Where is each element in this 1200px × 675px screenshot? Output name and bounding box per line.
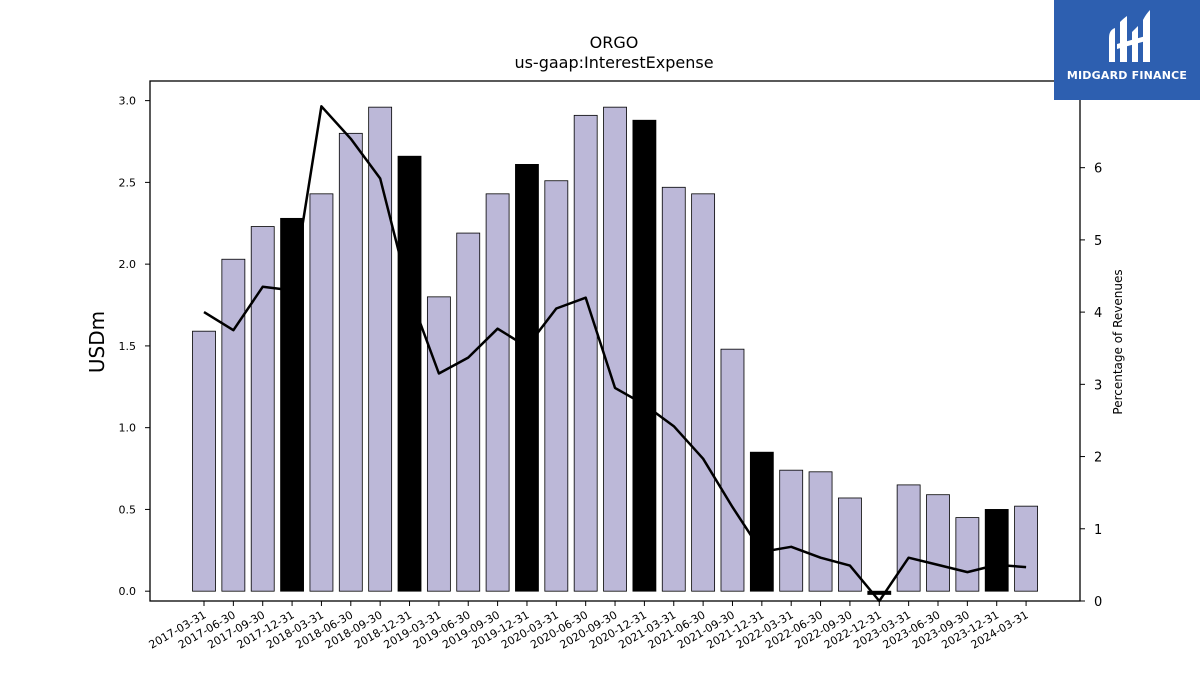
- bar-2021-09-30: [720, 348, 745, 592]
- bar-2018-09-30: [368, 106, 393, 592]
- logo-emblem-icon: [1109, 10, 1150, 62]
- bar-2017-12-31: [280, 217, 304, 592]
- bar-2023-06-30: [926, 494, 950, 592]
- bar-2024-03-31: [1014, 505, 1038, 592]
- left-axis-ticks: 0.0 0.5 1.0 1.5 2.0 2.5 3.0: [119, 95, 150, 598]
- bar-2023-12-31: [984, 509, 1009, 592]
- bar-2019-06-30: [456, 232, 481, 592]
- bar-2017-03-31: [192, 330, 216, 592]
- bar-2022-03-31: [779, 469, 804, 592]
- chart-title: ORGO: [590, 33, 639, 52]
- logo-text: MIDGARD FINANCE: [1066, 69, 1188, 82]
- y-tick-label: 1.5: [119, 340, 137, 353]
- y-tick-label: 1.0: [119, 422, 137, 435]
- y2-tick-label: 2: [1094, 451, 1102, 466]
- y-tick-label: 2.5: [119, 176, 137, 189]
- bar-2020-12-31: [632, 119, 657, 592]
- bar-2019-09-30: [485, 193, 510, 592]
- ratio-line: [203, 105, 1027, 603]
- y-tick-label: 2.0: [119, 258, 137, 271]
- y2-tick-label: 0: [1094, 595, 1102, 610]
- bar-2023-09-30: [955, 517, 980, 592]
- y-axis-label: USDm: [85, 311, 109, 373]
- bar-2020-09-30: [603, 106, 627, 592]
- midgard-finance-logo: MIDGARD FINANCE: [1054, 0, 1200, 100]
- bar-2020-06-30: [573, 114, 598, 592]
- y-tick-label: 0.5: [119, 503, 137, 516]
- y2-tick-label: 3: [1094, 378, 1102, 393]
- bar-2021-03-31: [661, 186, 686, 592]
- bar-2021-12-31: [749, 451, 774, 592]
- bar-2021-06-30: [691, 193, 716, 592]
- y2-tick-label: 4: [1094, 306, 1102, 321]
- bar-2020-03-31: [544, 180, 569, 592]
- bar-2019-03-31: [426, 296, 451, 592]
- bar-2022-06-30: [808, 471, 833, 592]
- y2-tick-label: 5: [1094, 234, 1102, 249]
- y2-axis-label: Percentage of Revenues: [1111, 269, 1125, 414]
- right-axis-ticks: 0 1 2 3 4 5 6: [1080, 162, 1102, 610]
- bars-group: [192, 106, 1038, 595]
- bar-2018-03-31: [309, 193, 334, 592]
- bar-2019-12-31: [515, 163, 539, 592]
- y2-tick-label: 1: [1094, 523, 1102, 538]
- chart-subtitle: us-gaap:InterestExpense: [514, 53, 713, 72]
- bar-2017-09-30: [250, 226, 275, 592]
- bar-2023-03-31: [896, 484, 921, 592]
- y-tick-label: 0.0: [119, 585, 137, 598]
- bar-2018-12-31: [397, 155, 422, 592]
- y-tick-label: 3.0: [119, 95, 137, 108]
- bar-2022-09-30: [838, 497, 862, 592]
- ratio-line-group: [203, 105, 1027, 603]
- bar-2022-12-31: [867, 590, 892, 595]
- y2-tick-label: 6: [1094, 162, 1102, 177]
- x-axis-ticks: 2017-03-312017-06-302017-09-302017-12-31…: [147, 601, 1031, 652]
- bar-2018-06-30: [338, 132, 363, 592]
- bar-2017-06-30: [221, 258, 246, 592]
